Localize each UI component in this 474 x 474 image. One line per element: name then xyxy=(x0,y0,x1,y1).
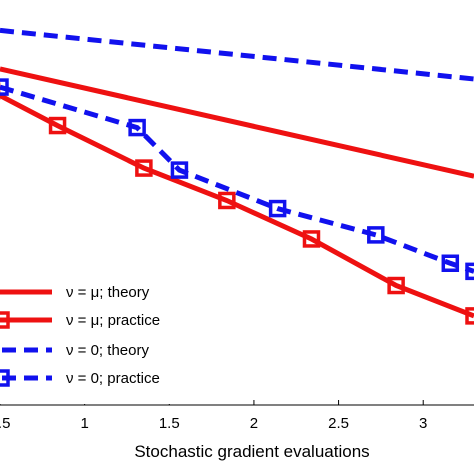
x-tick-label-3: 2 xyxy=(250,415,258,432)
legend-marker-1 xyxy=(0,311,10,329)
series-line-3 xyxy=(0,84,474,274)
series-1-point-5 xyxy=(387,276,405,295)
series-line-0 xyxy=(0,66,474,179)
series-line-1 xyxy=(0,92,474,319)
x-axis-title: Stochastic gradient evaluations xyxy=(134,442,369,461)
legend-label-3: ν = 0; practice xyxy=(66,370,160,387)
series-3-point-0 xyxy=(0,78,9,96)
x-ticks: 0.5 1 1.5 2 2.5 3 xyxy=(0,400,427,432)
legend-label-2: ν = 0; theory xyxy=(66,342,149,359)
x-tick-label-5: 3 xyxy=(419,415,427,432)
series-1-point-4 xyxy=(302,230,321,248)
series-line-2 xyxy=(0,27,474,82)
legend-marker-3 xyxy=(0,369,10,387)
x-tick-label-0: 0.5 xyxy=(0,415,10,432)
series-3-point-1 xyxy=(128,118,146,137)
series-1-point-2 xyxy=(135,159,153,177)
series-3-point-4 xyxy=(367,226,385,244)
x-tick-label-4: 2.5 xyxy=(328,415,349,432)
series-3-point-3 xyxy=(268,199,287,218)
series-3-point-5 xyxy=(441,254,460,272)
legend-label-0: ν = μ; theory xyxy=(66,284,150,301)
series-1-point-3 xyxy=(218,191,236,210)
legend-label-1: ν = μ; practice xyxy=(66,312,160,329)
x-tick-label-1: 1 xyxy=(80,415,88,432)
legend: ν = μ; theory ν = μ; practice ν = 0; theor… xyxy=(0,268,200,404)
x-tick-label-2: 1.5 xyxy=(159,415,180,432)
series-layer xyxy=(0,27,474,325)
series-1-point-1 xyxy=(48,116,67,135)
series-3-point-2 xyxy=(170,161,189,179)
series-3-point-6 xyxy=(465,262,474,281)
series-1-point-6 xyxy=(465,307,474,325)
